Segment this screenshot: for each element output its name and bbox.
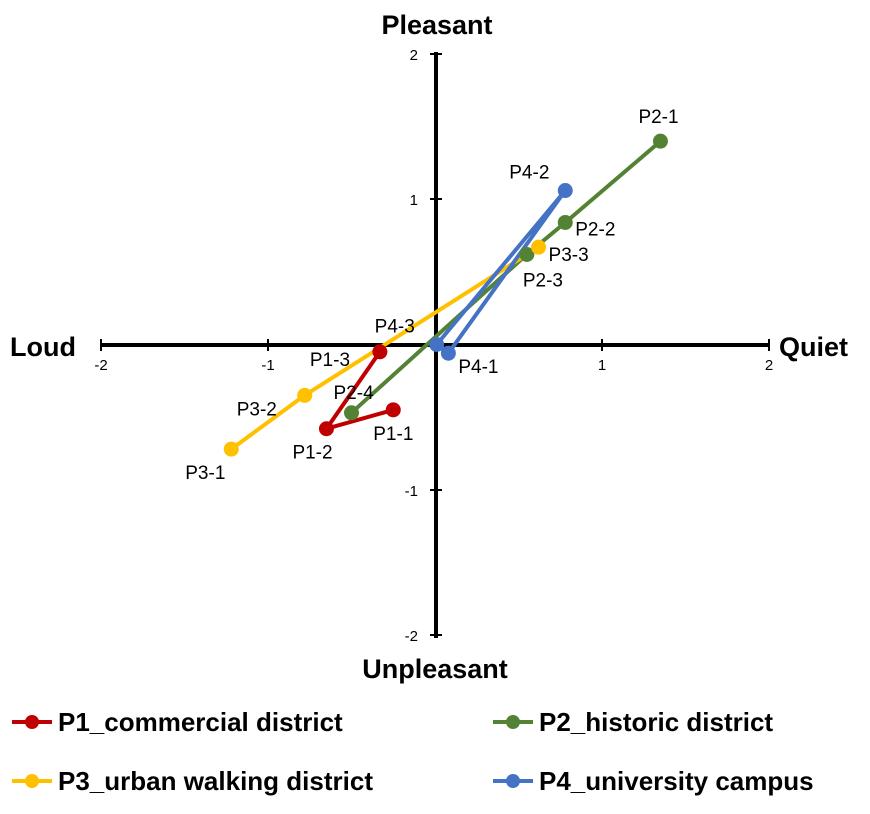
direction-label-left: Loud: [10, 332, 76, 362]
data-point-p4-3: [429, 337, 445, 352]
data-label-p4-1: P4-1: [458, 357, 498, 378]
data-label-p1-1: P1-1: [373, 424, 413, 445]
data-point-p2-3: [519, 246, 535, 262]
data-label-p3-2: P3-2: [237, 399, 277, 420]
legend-swatch-marker: [506, 774, 520, 788]
legend-swatch-marker: [25, 774, 39, 788]
legend-item-p1: P1_commercial district: [12, 707, 343, 737]
data-point-p2-2: [557, 214, 573, 230]
data-point-p3-1: [223, 441, 239, 457]
x-tick-label: -2: [94, 357, 107, 374]
direction-label-top: Pleasant: [381, 10, 492, 40]
y-tick-label: 1: [410, 192, 418, 209]
direction-label-bottom: Unpleasant: [362, 654, 508, 684]
data-point-p1-3: [372, 344, 388, 360]
data-point-p2-4: [344, 405, 359, 421]
data-label-p1-2: P1-2: [292, 443, 332, 464]
data-point-p3-3: [531, 239, 547, 255]
data-label-p3-3: P3-3: [549, 245, 589, 266]
x-tick-label: 1: [598, 357, 606, 374]
legend-item-p4: P4_university campus: [493, 766, 814, 796]
data-point-p2-1: [652, 133, 668, 149]
point-labels: P1-1 P1-2 P1-3 P2-1 P2-2 P2-3 P2-4 P3-1 P3-2 P3-3…: [185, 107, 678, 484]
legend-label: P3_urban walking district: [58, 766, 373, 796]
series-lines: [230, 139, 662, 451]
series-points: [223, 133, 668, 457]
y-tick-label: -1: [405, 483, 418, 500]
data-label-p2-4: P2-4: [334, 383, 375, 404]
data-point-p4-2: [557, 183, 573, 199]
legend: P1_commercial district P2_historic distr…: [12, 707, 814, 796]
data-label-p2-2: P2-2: [575, 219, 615, 240]
legend-item-p3: P3_urban walking district: [12, 766, 373, 796]
x-tick-label: 2: [765, 357, 773, 374]
legend-label: P1_commercial district: [58, 707, 343, 737]
direction-label-right: Quiet: [779, 332, 848, 362]
x-tick-label: -1: [261, 357, 274, 374]
legend-label: P4_university campus: [539, 766, 814, 796]
series-line-p2: [350, 139, 662, 415]
data-point-p1-2: [318, 421, 334, 437]
data-label-p1-3: P1-3: [310, 350, 350, 371]
y-tick-label: 2: [410, 47, 418, 64]
legend-swatch-marker: [506, 715, 520, 729]
legend-label: P2_historic district: [539, 707, 773, 737]
data-label-p2-3: P2-3: [523, 270, 563, 291]
data-label-p4-3: P4-3: [375, 317, 415, 338]
legend-swatch-marker: [25, 715, 39, 729]
data-point-p3-2: [297, 387, 313, 403]
data-point-p1-1: [385, 402, 401, 418]
data-label-p3-1: P3-1: [185, 463, 225, 484]
data-label-p4-2: P4-2: [509, 163, 549, 184]
data-point-p4-1: [440, 345, 456, 361]
y-tick-label: -2: [405, 628, 418, 645]
data-label-p2-1: P2-1: [638, 107, 678, 128]
legend-item-p2: P2_historic district: [493, 707, 773, 737]
